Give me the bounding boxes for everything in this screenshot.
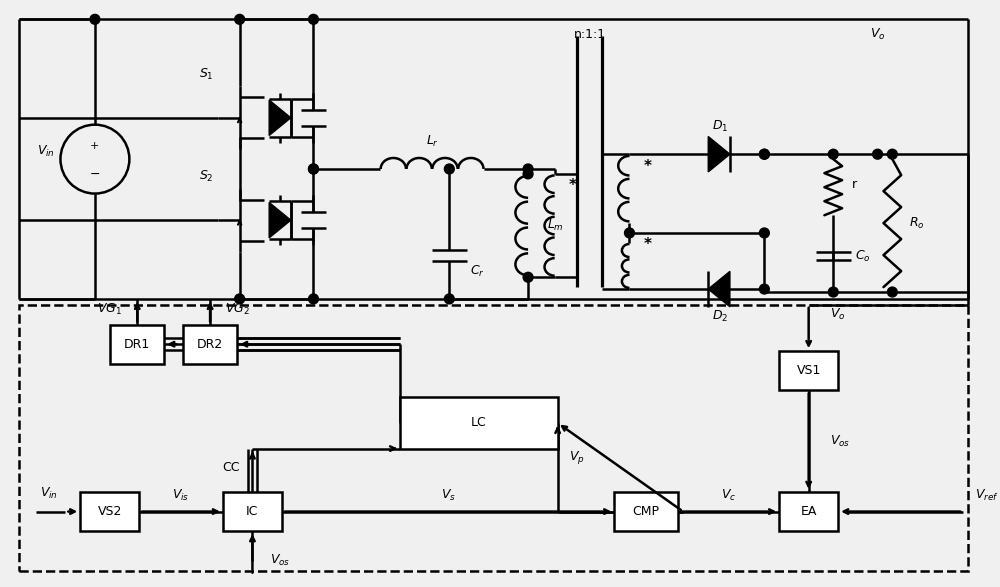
Text: $R_o$: $R_o$ xyxy=(909,215,925,231)
Bar xyxy=(400,397,558,448)
Bar xyxy=(223,492,282,531)
Circle shape xyxy=(523,164,533,174)
Circle shape xyxy=(828,287,838,297)
Text: LC: LC xyxy=(471,416,487,430)
Text: $S_1$: $S_1$ xyxy=(199,67,213,82)
Bar xyxy=(110,325,164,364)
Text: r: r xyxy=(852,178,857,191)
Circle shape xyxy=(309,15,318,24)
Bar xyxy=(779,492,838,531)
Circle shape xyxy=(625,228,634,238)
Circle shape xyxy=(759,228,769,238)
Text: $V_{in}$: $V_{in}$ xyxy=(37,144,55,159)
Text: $VG_2$: $VG_2$ xyxy=(225,302,250,318)
Circle shape xyxy=(523,272,533,282)
Text: $VG_1$: $VG_1$ xyxy=(97,302,122,318)
Text: $D_2$: $D_2$ xyxy=(712,309,728,324)
Circle shape xyxy=(828,149,838,159)
Circle shape xyxy=(759,149,769,159)
Text: $V_o$: $V_o$ xyxy=(830,307,846,322)
Text: $C_o$: $C_o$ xyxy=(855,248,871,264)
Bar xyxy=(183,325,237,364)
Text: CC: CC xyxy=(222,461,240,474)
Polygon shape xyxy=(708,136,730,172)
Circle shape xyxy=(873,149,882,159)
Text: $V_{os}$: $V_{os}$ xyxy=(270,553,290,568)
Circle shape xyxy=(444,164,454,174)
Circle shape xyxy=(887,287,897,297)
Bar xyxy=(779,351,838,390)
Circle shape xyxy=(759,284,769,294)
Circle shape xyxy=(90,15,100,24)
Text: *: * xyxy=(643,158,651,174)
Text: $V_{os}$: $V_{os}$ xyxy=(830,434,851,448)
Circle shape xyxy=(523,169,533,179)
Text: IC: IC xyxy=(246,505,259,518)
Circle shape xyxy=(309,164,318,174)
Text: $V_{ref}$: $V_{ref}$ xyxy=(975,488,999,504)
Text: $V_s$: $V_s$ xyxy=(441,488,456,504)
Text: VS2: VS2 xyxy=(97,505,122,518)
Text: DR2: DR2 xyxy=(197,338,223,350)
Circle shape xyxy=(309,164,318,174)
Text: $L_m$: $L_m$ xyxy=(547,218,564,233)
Text: $D_1$: $D_1$ xyxy=(712,119,728,134)
Text: $V_{in}$: $V_{in}$ xyxy=(40,486,58,501)
Text: n:1:1: n:1:1 xyxy=(574,28,606,41)
Circle shape xyxy=(759,149,769,159)
Circle shape xyxy=(309,294,318,304)
Text: $V_o$: $V_o$ xyxy=(870,26,885,42)
Circle shape xyxy=(235,294,245,304)
Text: DR1: DR1 xyxy=(124,338,150,350)
Circle shape xyxy=(887,149,897,159)
Polygon shape xyxy=(269,203,291,238)
Text: VS1: VS1 xyxy=(796,365,821,377)
Bar xyxy=(614,492,678,531)
Text: −: − xyxy=(90,168,100,181)
Text: $V_{is}$: $V_{is}$ xyxy=(172,488,190,504)
Circle shape xyxy=(235,15,245,24)
Polygon shape xyxy=(708,271,730,307)
Text: $V_c$: $V_c$ xyxy=(721,488,736,504)
Bar xyxy=(80,492,139,531)
Text: EA: EA xyxy=(800,505,817,518)
Text: *: * xyxy=(568,178,576,193)
Circle shape xyxy=(444,294,454,304)
Text: *: * xyxy=(643,237,651,252)
Text: CMP: CMP xyxy=(633,505,660,518)
Text: $V_p$: $V_p$ xyxy=(569,449,585,466)
Text: +: + xyxy=(90,141,100,151)
Polygon shape xyxy=(269,100,291,136)
Text: $L_r$: $L_r$ xyxy=(426,134,439,149)
Text: $S_2$: $S_2$ xyxy=(199,169,213,184)
Bar xyxy=(19,305,968,571)
Text: $C_r$: $C_r$ xyxy=(470,264,484,279)
